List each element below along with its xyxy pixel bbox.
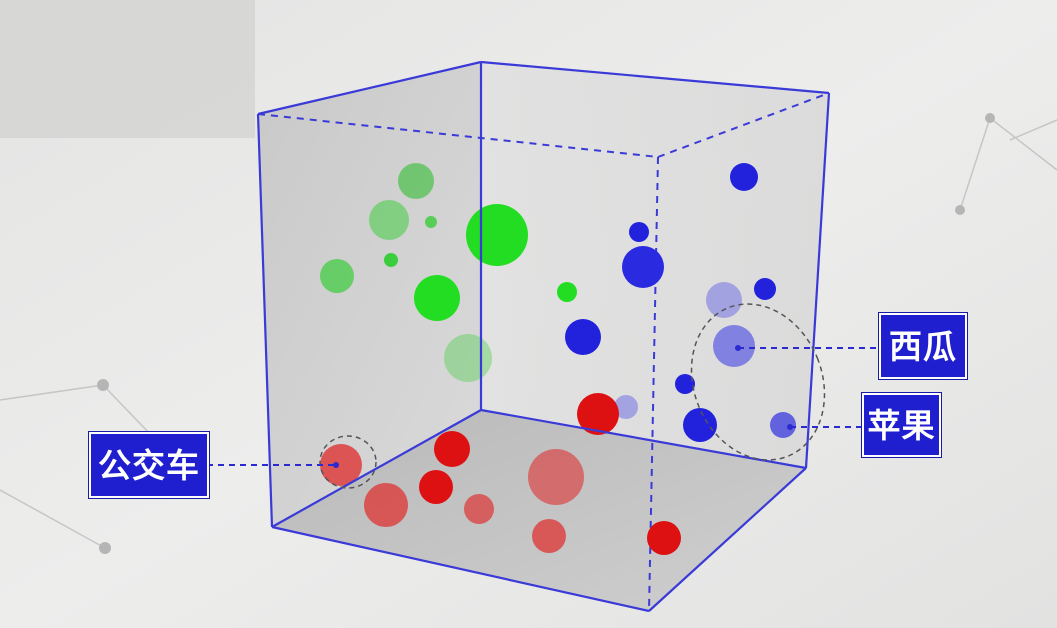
sphere [434, 431, 470, 467]
sphere [770, 412, 796, 438]
label-apple: 苹果 [862, 393, 941, 457]
leader-dot [787, 424, 793, 430]
sphere [614, 395, 638, 419]
sphere [444, 334, 492, 382]
sphere [384, 253, 398, 267]
sphere [622, 246, 664, 288]
sphere [320, 444, 362, 486]
sphere [532, 519, 566, 553]
sphere [577, 393, 619, 435]
sphere [557, 282, 577, 302]
cube-floor [272, 410, 806, 611]
leader-dot [333, 462, 339, 468]
sphere [364, 483, 408, 527]
sphere [629, 222, 649, 242]
sphere [713, 325, 755, 367]
sphere [398, 163, 434, 199]
sphere [647, 521, 681, 555]
sphere [414, 275, 460, 321]
blue-spheres [565, 163, 796, 442]
leader-dot [735, 345, 741, 351]
sphere [754, 278, 776, 300]
fruit-highlight-ellipse [690, 303, 826, 461]
label-leader-lines [207, 347, 879, 466]
sphere [683, 408, 717, 442]
cube-visible-edges [256, 60, 831, 613]
sphere [565, 319, 601, 355]
sphere [419, 470, 453, 504]
sphere [675, 374, 695, 394]
sphere [464, 494, 494, 524]
sphere [466, 204, 528, 266]
red-spheres [320, 393, 681, 555]
sphere [320, 259, 354, 293]
background-texture-patch [0, 0, 255, 138]
label-watermelon: 西瓜 [879, 313, 967, 379]
sphere [730, 163, 758, 191]
sphere [369, 200, 409, 240]
sphere [706, 282, 742, 318]
bus-highlight-ellipse [319, 435, 377, 489]
background-network-nodes [97, 113, 995, 554]
label-bus: 公交车 [89, 432, 209, 498]
sphere [425, 216, 437, 228]
sphere [528, 449, 584, 505]
